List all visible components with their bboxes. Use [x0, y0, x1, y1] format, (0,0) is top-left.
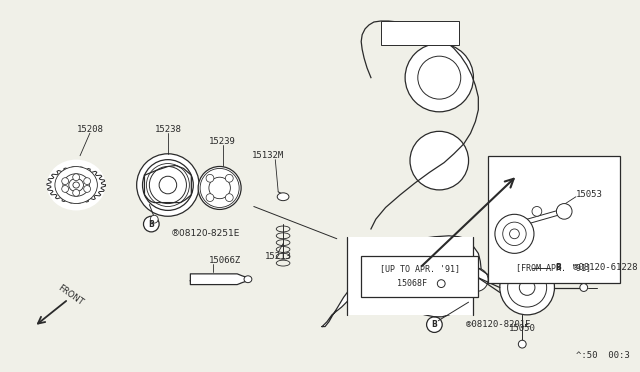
Text: 15213: 15213 — [265, 252, 292, 261]
Circle shape — [405, 44, 474, 112]
Circle shape — [509, 229, 519, 239]
Circle shape — [61, 178, 68, 185]
Text: ^:50  00:3: ^:50 00:3 — [576, 351, 630, 360]
Text: [FROM APR. '91]: [FROM APR. '91] — [516, 263, 591, 273]
Circle shape — [206, 174, 214, 182]
Polygon shape — [190, 274, 248, 285]
Circle shape — [143, 216, 159, 232]
Text: ®08120-61228: ®08120-61228 — [573, 263, 637, 273]
Circle shape — [427, 317, 442, 333]
Polygon shape — [322, 236, 481, 327]
Circle shape — [225, 194, 233, 202]
Ellipse shape — [143, 160, 193, 211]
Circle shape — [147, 164, 189, 206]
Text: 15053: 15053 — [576, 190, 603, 199]
Text: B: B — [556, 263, 561, 273]
Ellipse shape — [209, 177, 230, 199]
Ellipse shape — [47, 160, 106, 211]
Text: 15238: 15238 — [154, 125, 181, 134]
Circle shape — [73, 174, 79, 181]
Ellipse shape — [200, 169, 239, 208]
Ellipse shape — [277, 193, 289, 201]
Circle shape — [503, 222, 526, 246]
Circle shape — [150, 215, 158, 223]
Circle shape — [519, 280, 535, 295]
Ellipse shape — [149, 167, 186, 203]
Ellipse shape — [63, 174, 90, 196]
Ellipse shape — [69, 179, 83, 192]
Polygon shape — [47, 167, 106, 203]
Text: ®08120-8201E: ®08120-8201E — [465, 320, 530, 329]
Bar — [361, 256, 478, 297]
Circle shape — [518, 340, 526, 348]
Text: 15050: 15050 — [509, 324, 536, 333]
Text: FRONT: FRONT — [56, 283, 84, 307]
Circle shape — [73, 189, 79, 196]
Ellipse shape — [55, 167, 97, 203]
Ellipse shape — [73, 182, 79, 188]
Bar — [346, 237, 474, 315]
Text: 15132M: 15132M — [252, 151, 285, 160]
Circle shape — [418, 56, 461, 99]
Circle shape — [508, 268, 547, 307]
Text: 15066Z: 15066Z — [209, 256, 241, 265]
Text: ®08120-8251E: ®08120-8251E — [170, 229, 240, 238]
Circle shape — [532, 206, 542, 216]
Circle shape — [580, 283, 588, 291]
Circle shape — [465, 268, 488, 291]
Circle shape — [206, 194, 214, 202]
Circle shape — [84, 178, 90, 185]
Circle shape — [84, 186, 90, 192]
Text: 15208: 15208 — [76, 125, 103, 134]
Circle shape — [410, 131, 468, 190]
Text: B: B — [148, 219, 154, 228]
Polygon shape — [145, 166, 191, 203]
Ellipse shape — [159, 176, 177, 194]
Text: [UP TO APR. '91]: [UP TO APR. '91] — [380, 264, 460, 273]
Bar — [488, 156, 620, 283]
Circle shape — [137, 154, 199, 216]
Circle shape — [556, 203, 572, 219]
Text: 15068F: 15068F — [397, 279, 427, 288]
Circle shape — [158, 175, 178, 195]
Circle shape — [550, 260, 566, 276]
Bar — [381, 21, 459, 45]
Ellipse shape — [244, 276, 252, 283]
Text: B: B — [431, 320, 437, 329]
Circle shape — [61, 186, 68, 192]
Text: 15239: 15239 — [209, 137, 236, 145]
Ellipse shape — [198, 167, 241, 209]
Circle shape — [500, 260, 554, 315]
Circle shape — [225, 174, 233, 182]
Circle shape — [495, 214, 534, 253]
Circle shape — [437, 280, 445, 288]
